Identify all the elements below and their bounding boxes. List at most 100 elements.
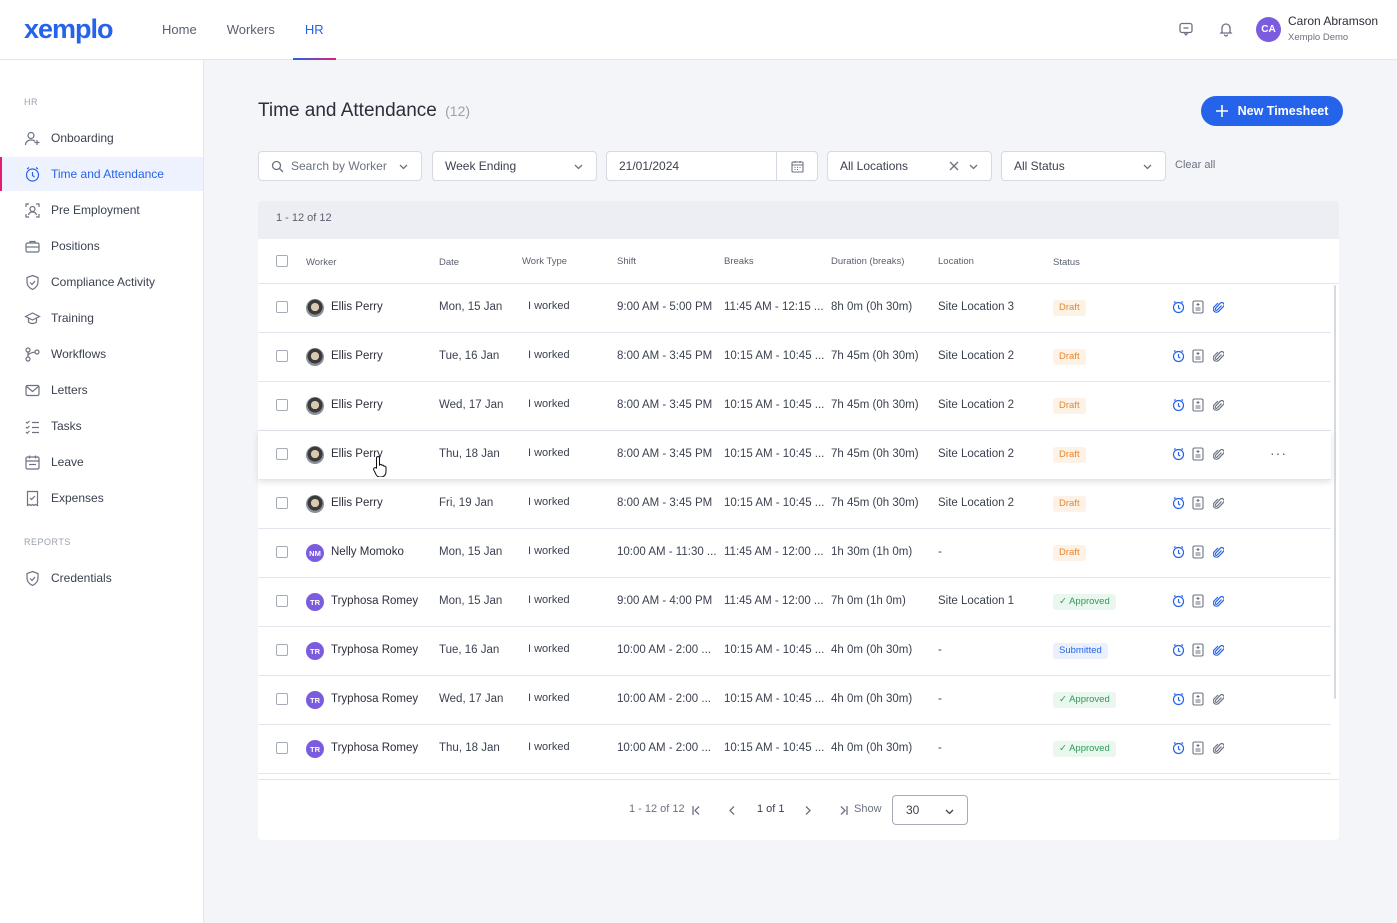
attachment-icon[interactable] [1210,445,1226,463]
column-header-breaks[interactable]: Breaks [724,256,754,267]
worker-name[interactable]: Ellis Perry [331,399,383,411]
clear-all-link[interactable]: Clear all [1175,159,1216,171]
attachment-icon[interactable] [1210,298,1226,316]
document-icon[interactable] [1190,445,1206,463]
sidebar-item-letters[interactable]: Letters [0,373,203,407]
worker-name[interactable]: Tryphosa Romey [331,595,419,607]
table-row[interactable]: TR Tryphosa Romey Mon, 15 Jan I worked 9:00 … [258,578,1331,627]
worker-name[interactable]: Tryphosa Romey [331,742,419,754]
document-icon[interactable] [1190,396,1206,414]
timesheet-clock-icon[interactable] [1170,690,1186,708]
sidebar-item-workflows[interactable]: Workflows [0,337,203,371]
worker-name[interactable]: Ellis Perry [331,497,383,509]
column-header-shift[interactable]: Shift [617,256,637,267]
worker-name[interactable]: Ellis Perry [331,301,383,313]
row-checkbox[interactable] [276,742,288,754]
new-timesheet-button[interactable]: New Timesheet [1201,96,1343,126]
date-field[interactable]: 21/01/2024 [606,151,818,181]
column-header-duration[interactable]: Duration (breaks) [831,256,905,267]
sidebar-item-onboarding[interactable]: Onboarding [0,121,203,155]
timesheet-clock-icon[interactable] [1170,543,1186,561]
timesheet-clock-icon[interactable] [1170,298,1186,316]
select-all-checkbox[interactable] [276,255,288,267]
table-row[interactable]: Ellis Perry Mon, 15 Jan I worked 9:00 AM - … [258,284,1331,333]
timesheet-clock-icon[interactable] [1170,739,1186,757]
sidebar-item-pre-employment[interactable]: Pre Employment [0,193,203,227]
row-checkbox[interactable] [276,350,288,362]
sidebar-item-credentials[interactable]: Credentials [0,561,203,595]
attachment-icon[interactable] [1210,396,1226,414]
chat-icon[interactable] [1175,18,1197,40]
first-page-button[interactable] [688,802,704,818]
row-checkbox[interactable] [276,497,288,509]
worker-name[interactable]: Nelly Momoko [331,546,404,558]
timesheet-clock-icon[interactable] [1170,641,1186,659]
sidebar-item-training[interactable]: Training [0,301,203,335]
table-row[interactable]: Ellis Perry Tue, 16 Jan I worked 8:00 AM - … [258,333,1331,382]
calendar-button[interactable] [776,151,817,181]
table-scrollbar[interactable] [1334,285,1336,699]
bell-icon[interactable] [1215,18,1237,40]
row-checkbox[interactable] [276,595,288,607]
row-checkbox[interactable] [276,301,288,313]
attachment-icon[interactable] [1210,494,1226,512]
table-row[interactable]: TR Tryphosa Romey Thu, 18 Jan I worked 10:00… [258,725,1331,774]
worker-name[interactable]: Tryphosa Romey [331,693,419,705]
sidebar-item-expenses[interactable]: Expenses [0,481,203,515]
document-icon[interactable] [1190,298,1206,316]
row-checkbox[interactable] [276,644,288,656]
document-icon[interactable] [1190,543,1206,561]
attachment-icon[interactable] [1210,347,1226,365]
clear-x-icon[interactable] [949,161,959,171]
user-menu[interactable]: CA Caron Abramson Xemplo Demo [1256,14,1378,43]
next-page-button[interactable] [799,802,815,818]
nav-workers[interactable]: Workers [226,22,275,37]
user-avatar[interactable]: CA [1256,17,1281,42]
document-icon[interactable] [1190,739,1206,757]
sidebar-item-time-and-attendance[interactable]: Time and Attendance [0,157,203,191]
table-row[interactable]: NM Nelly Momoko Mon, 15 Jan I worked 10:00 A… [258,529,1331,578]
timesheet-clock-icon[interactable] [1170,494,1186,512]
table-row[interactable]: Ellis Perry Fri, 19 Jan I worked 8:00 AM - … [258,480,1331,529]
row-checkbox[interactable] [276,693,288,705]
table-row[interactable]: Ellis Perry Thu, 18 Jan I worked 8:00 AM - … [258,431,1331,480]
attachment-icon[interactable] [1210,739,1226,757]
sidebar-item-positions[interactable]: Positions [0,229,203,263]
page-size-select[interactable]: 30 [892,795,968,825]
worker-name[interactable]: Ellis Perry [331,350,383,362]
locations-select[interactable]: All Locations [827,151,992,181]
table-row[interactable]: TR Tryphosa Romey Tue, 16 Jan I worked 10:00… [258,627,1331,676]
column-header-location[interactable]: Location [938,256,974,267]
attachment-icon[interactable] [1210,592,1226,610]
column-header-work-type[interactable]: Work Type [522,256,568,267]
row-checkbox[interactable] [276,399,288,411]
attachment-icon[interactable] [1210,641,1226,659]
xemplo-logo[interactable]: xemplo [24,14,114,44]
sidebar-item-tasks[interactable]: Tasks [0,409,203,443]
sidebar-item-leave[interactable]: Leave [0,445,203,479]
sidebar-item-compliance-activity[interactable]: Compliance Activity [0,265,203,299]
timesheet-clock-icon[interactable] [1170,445,1186,463]
table-row[interactable]: Ellis Perry Wed, 17 Jan I worked 8:00 AM - … [258,382,1331,431]
nav-hr[interactable]: HR [292,0,336,60]
document-icon[interactable] [1190,347,1206,365]
document-icon[interactable] [1190,641,1206,659]
row-checkbox[interactable] [276,546,288,558]
timesheet-clock-icon[interactable] [1170,347,1186,365]
column-header-status[interactable]: Status [1053,257,1080,268]
attachment-icon[interactable] [1210,690,1226,708]
more-options-icon[interactable]: ··· [1270,445,1287,461]
document-icon[interactable] [1190,690,1206,708]
last-page-button[interactable] [835,802,851,818]
document-icon[interactable] [1190,592,1206,610]
status-select[interactable]: All Status [1001,151,1166,181]
column-header-worker[interactable]: Worker [306,257,337,268]
attachment-icon[interactable] [1210,543,1226,561]
prev-page-button[interactable] [724,802,740,818]
week-ending-select[interactable]: Week Ending [432,151,597,181]
timesheet-clock-icon[interactable] [1170,592,1186,610]
worker-name[interactable]: Ellis Perry [331,448,383,460]
column-header-date[interactable]: Date [439,257,460,268]
worker-name[interactable]: Tryphosa Romey [331,644,419,656]
nav-home[interactable]: Home [162,22,197,37]
